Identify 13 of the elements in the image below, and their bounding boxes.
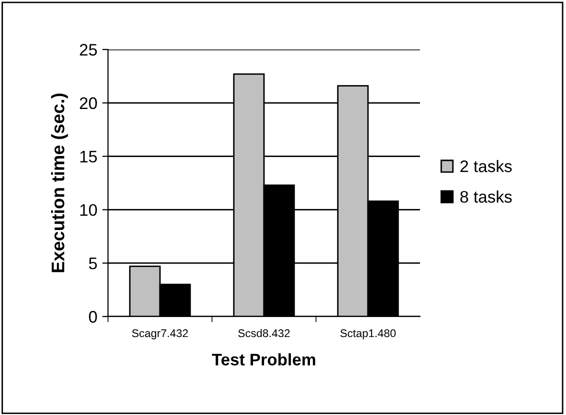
y-tick-label: 25 [80, 44, 97, 56]
x-axis-title: Test Problem [212, 353, 316, 366]
legend-label: 8 tasks [460, 190, 512, 203]
y-tick-label: 5 [88, 258, 97, 270]
y-tick-label: 10 [80, 204, 97, 216]
x-tick-label: Scsd8.432 [238, 329, 290, 338]
legend-label: 2 tasks [460, 160, 512, 172]
y-tick-label: 0 [88, 310, 97, 323]
x-tick-label: Sctap1.480 [340, 329, 396, 340]
y-tick-label: 20 [80, 97, 97, 110]
y-tick-label: 15 [80, 150, 97, 163]
y-axis-title: Execution time (sec.) [51, 94, 68, 272]
x-tick-label: Scagr7.432 [132, 329, 188, 340]
